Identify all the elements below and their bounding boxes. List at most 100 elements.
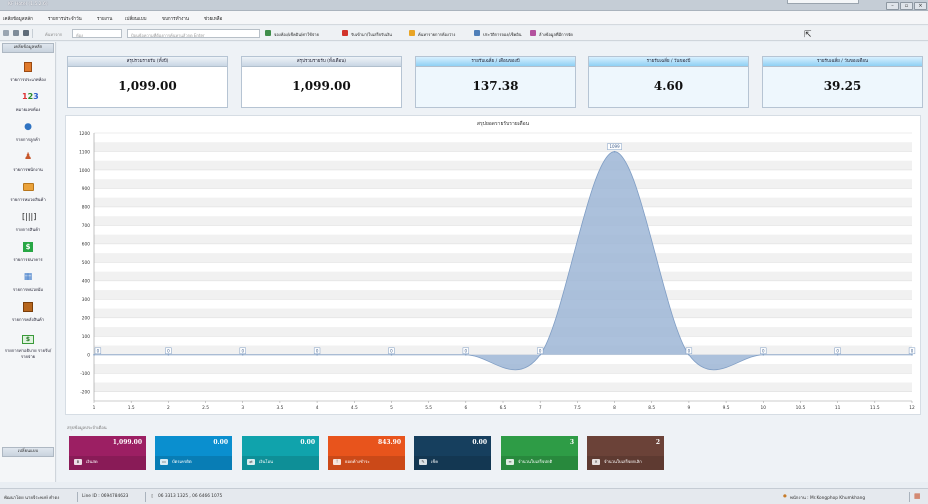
card-value: 39.25 [823,79,862,93]
data-point [539,353,541,356]
menu-reports[interactable]: รายงาน [97,17,113,22]
title-bar: KF Hotel (1.5.2.6) – ▫ × [0,0,928,11]
outstanding-icon: ! [333,459,341,465]
tile-label: เงินโอน [259,459,273,464]
data-point [836,353,839,356]
checkin-icon [265,30,271,36]
card-yearly-income: สรุปรวมรายรับ (ทั้งปี) 1,099.00 [67,56,228,108]
y-tick-label: 500 [82,260,90,266]
sidebar-header[interactable]: เคลียข้อมูลหลัก [2,43,54,53]
sidebar-item-customers[interactable]: ● รายการลูกค้า [0,119,56,147]
warehouse-icon [22,301,34,313]
calendar-icon[interactable]: ▦ [914,492,921,500]
grid-band [94,160,912,170]
sidebar-item-product-categories[interactable]: รายการหมวดสินค้า [0,179,56,207]
user-icon: ● [783,494,787,499]
svg-text:0: 0 [97,348,100,353]
tile-normal-receipts[interactable]: 3 ≡ จำนวนใบเสร็จปกติ [501,436,578,470]
search-by-label: ค้นหาจาก [45,32,63,37]
clear-icon [530,30,536,36]
sidebar-item-income-expense[interactable]: $ รายการค่าอธิบาย รายรับ/รายจ่าย [0,331,56,371]
card-title: รายรับเฉลี่ย / วันของปี [589,57,748,67]
folder-icon [22,181,34,193]
clear-data-button[interactable]: ล้างข้อมูลที่มีการจัด [539,32,573,37]
sidebar-item-staff[interactable]: ♟ รายการพนักงาน [0,149,56,177]
tile-label: จำนวนใบเสร็จปกติ [518,459,553,464]
x-tick-label: 1 [93,405,96,411]
menu-bar: เคลียข้อมูลหลัก รายการประจำวัน รายงาน เป… [0,11,928,25]
grid-band [94,345,912,355]
y-tick-label: -100 [80,371,90,377]
tile-value: 3 [569,439,574,446]
data-label: 0 [94,347,102,355]
cheque-icon: ✎ [419,459,427,465]
menu-theme[interactable]: เปลี่ยนแบบ [125,17,147,22]
sidebar-item-label: รายการหน่วยนับ [12,287,44,292]
svg-text:0: 0 [465,348,468,353]
sidebar-footer-theme[interactable]: เปลี่ยนแบบ [2,447,54,457]
menu-master-data[interactable]: เคลียข้อมูลหลัก [3,17,33,22]
y-tick-label: 1000 [79,168,90,174]
sidebar-item-units[interactable]: ▦ รายการหน่วยนับ [0,269,56,297]
x-tick-label: 5 [390,405,393,411]
checkin-button[interactable]: จองห้อง/เช็คอิน/ค่าใช้จ่าย [274,32,319,37]
grid-band [94,142,912,152]
tile-transfer[interactable]: 0.00 ⇄ เงินโอน [242,436,319,470]
maximize-button[interactable]: ▫ [900,2,913,10]
x-tick-label: 11 [835,405,841,411]
chart-title: สรุปยอดรายรับรายเดือน [477,120,530,127]
menu-daily[interactable]: รายการประจำวัน [48,17,82,22]
tile-value: 0.00 [213,439,228,446]
svg-text:0: 0 [688,348,691,353]
data-point [241,353,244,356]
sidebar-item-warehouses[interactable]: รายการคลังสินค้า [0,299,56,327]
data-point [762,353,765,356]
x-tick-label: 3.5 [276,405,283,411]
sidebar-item-room-numbers[interactable]: 123 หมายเลขห้อง [0,89,56,117]
y-tick-label: 800 [82,205,90,211]
sidebar-item-label: รายการค่าอธิบาย รายรับ/รายจ่าย [4,348,52,359]
grid-band [94,216,912,226]
tile-cash[interactable]: 1,099.00 ฿ เงินสด [69,436,146,470]
monthly-income-chart-panel: สรุปยอดรายรับรายเดือน 1200 1100 1000 900 800 7… [65,115,921,415]
credit-card-icon: ▭ [160,459,168,465]
sidebar-item-products[interactable]: [|||] รายการสินค้า [0,209,56,237]
phone-icon: ▯ [151,494,154,499]
data-point [465,353,467,356]
sidebar-item-room-types[interactable]: รายการประเภทห้อง [0,59,56,87]
tile-cheque[interactable]: 0.00 ✎ เช็ค [414,436,491,470]
receive-button[interactable]: รับเข้ามา/ใบเสร็จรับเงิน [351,32,392,37]
sidebar-item-banks[interactable]: $ รายการธนาคาร [0,239,56,267]
x-tick-label: 6.5 [500,405,507,411]
grid-band [94,197,912,207]
search-input[interactable]: ป้อนข้อความที่ต้องการค้นหาแล้วกด Enter [127,29,260,38]
tile-cancelled-receipts[interactable]: 2 ✕ จำนวนใบเสร็จยกเลิก [587,436,664,470]
svg-text:0: 0 [762,348,765,353]
grid-band [94,179,912,189]
card-value: 137.38 [472,79,519,93]
tile-credit-card[interactable]: 0.00 ▭ บัตรเครดิต [155,436,232,470]
sidebar-item-label: รายการประเภทห้อง [10,77,46,82]
customer-icon: ● [24,122,32,132]
history-button[interactable]: ประวัติการจอง/เช็คอิน [483,32,522,37]
x-tick-label: 11.5 [870,405,880,411]
room-type-icon [22,61,34,73]
status-bar: พัฒนาโดย นายจีระพงษ์ คำดง Line ID : 0694… [0,488,928,504]
card-avg-per-day-month: รายรับเฉลี่ย / วันของเดือน 39.25 [762,56,923,108]
save-icon[interactable] [23,30,29,36]
data-point [911,353,913,356]
menu-help[interactable]: ช่วยเหลือ [204,17,223,22]
data-point [93,353,95,356]
refresh-icon[interactable] [13,30,19,36]
grid-icon[interactable] [3,30,9,36]
minimize-button[interactable]: – [886,2,899,10]
tile-outstanding[interactable]: 843.90 ! ยอดค้างชำระ [328,436,405,470]
data-label: 1099 [607,143,622,150]
close-button[interactable]: × [914,2,927,10]
search-by-select[interactable]: ห้อง [72,29,122,38]
menu-workflow[interactable]: ขบการทำงาน [162,17,189,22]
y-tick-label: 0 [87,353,90,359]
title-search-box[interactable] [787,0,859,4]
search-rooms-button[interactable]: ค้นหารายการห้องว่าง [418,32,456,37]
